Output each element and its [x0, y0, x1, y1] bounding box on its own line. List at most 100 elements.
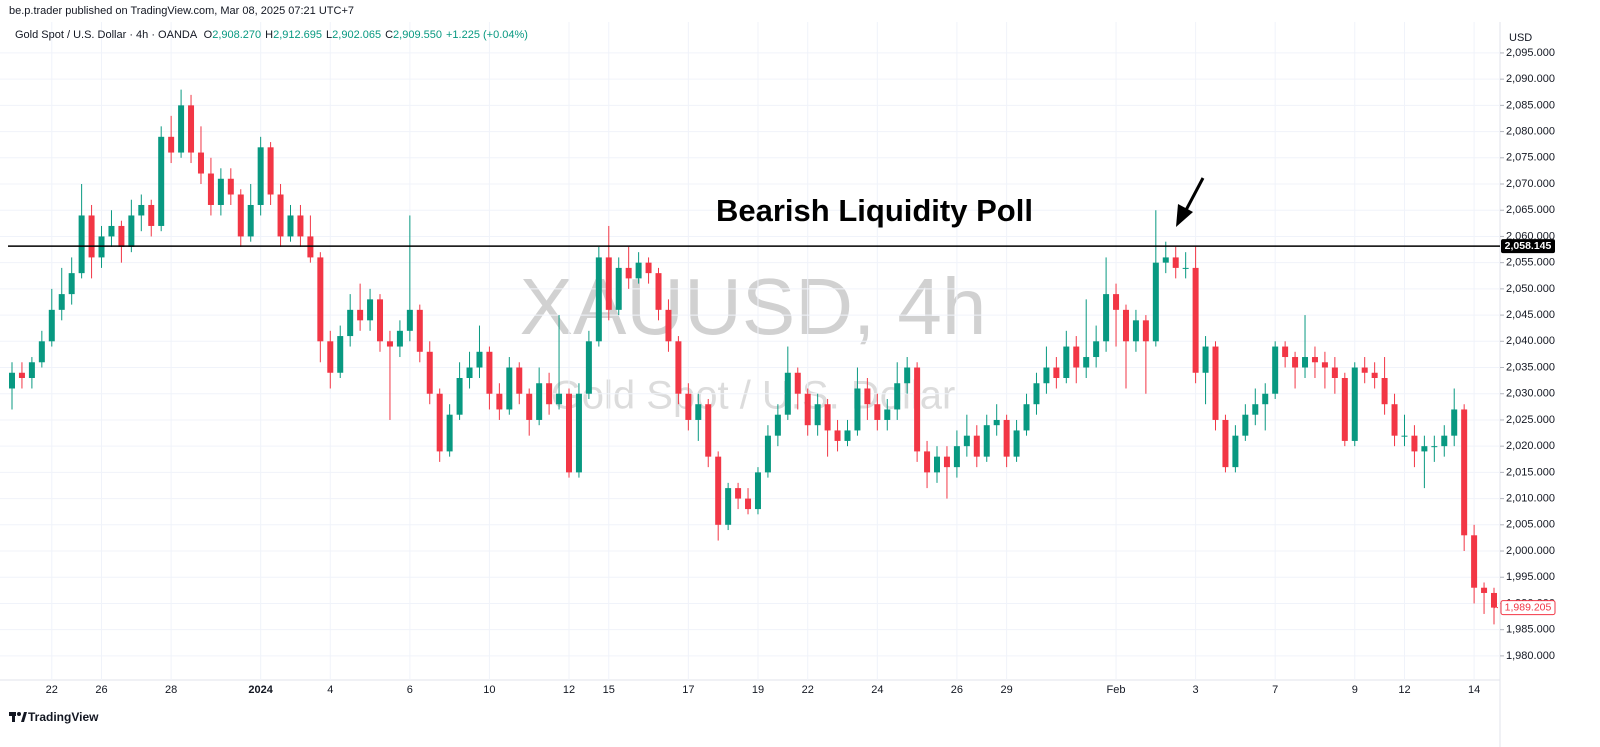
candle-body — [307, 236, 314, 258]
footer: TradingView — [28, 710, 99, 724]
candle-body — [237, 194, 244, 237]
candle-body — [1202, 346, 1209, 373]
candle-body — [585, 341, 592, 394]
y-tick-label: 2,020.000 — [1506, 440, 1555, 452]
candle-body — [983, 425, 990, 457]
candle-body — [774, 414, 781, 436]
candle-body — [1063, 346, 1070, 379]
candle-body — [1481, 587, 1488, 593]
candle-body — [1162, 257, 1169, 263]
candle-body — [794, 372, 801, 394]
candle-body — [426, 351, 433, 394]
candle-body — [1371, 372, 1378, 379]
y-tick-label: 1,995.000 — [1506, 571, 1555, 583]
candle-body — [1411, 435, 1418, 452]
candle-body — [864, 388, 871, 405]
candle-body — [1421, 446, 1428, 452]
candle-body — [526, 393, 533, 420]
legend-field-value: 2,909.550 — [393, 29, 442, 41]
candle-body — [575, 393, 582, 473]
candle-body — [1232, 435, 1239, 468]
logo-part — [12, 712, 15, 722]
candle-body — [456, 378, 463, 415]
x-tick-label: 3 — [1193, 684, 1199, 696]
candle-body — [1471, 535, 1478, 588]
candle-body — [436, 393, 443, 452]
candle-body — [1043, 367, 1050, 384]
candle-body — [38, 341, 45, 363]
candle-body — [197, 152, 204, 174]
candle-body — [247, 204, 254, 237]
candle-body — [914, 367, 921, 452]
candle-body — [1242, 414, 1249, 436]
candle-body — [546, 383, 553, 405]
arrow — [1176, 177, 1205, 227]
candle-body — [1491, 592, 1497, 608]
candle-body — [874, 404, 881, 420]
candle-body — [1073, 346, 1080, 368]
candle-body — [1262, 393, 1269, 405]
candle-body — [48, 309, 55, 342]
candle-body — [675, 341, 682, 394]
candle-body — [715, 456, 722, 525]
candle-body — [1132, 320, 1139, 342]
candle-body — [1093, 341, 1100, 358]
x-tick-label: 7 — [1272, 684, 1278, 696]
candle-body — [615, 267, 622, 310]
candle-body — [804, 393, 811, 426]
x-tick-label: 15 — [603, 684, 615, 696]
x-tick-label: 10 — [483, 684, 495, 696]
candle-body — [884, 409, 891, 420]
candle-body — [386, 341, 393, 347]
y-tick-label: 2,010.000 — [1506, 492, 1555, 504]
candle-body — [217, 178, 224, 205]
candle-body — [158, 136, 165, 226]
candle-body — [396, 330, 403, 347]
x-tick-label: 4 — [327, 684, 333, 696]
level-label: 2,058.145 — [1505, 240, 1552, 252]
y-tick-label: 1,985.000 — [1506, 624, 1555, 636]
candle-body — [764, 435, 771, 473]
arrow-shaft — [1183, 177, 1205, 213]
candle-body — [1341, 378, 1348, 441]
candle-body — [1222, 419, 1229, 468]
y-tick-label: 2,040.000 — [1506, 335, 1555, 347]
y-tick-label: 2,045.000 — [1506, 309, 1555, 321]
legend: Gold Spot / U.S. Dollar · 4h · OANDA O2,… — [15, 29, 528, 41]
candle-body — [655, 273, 662, 310]
candle-body — [1451, 409, 1458, 436]
candle-body — [227, 178, 234, 195]
candle-body — [745, 498, 752, 510]
candle-body — [625, 267, 632, 279]
currency: USD — [1509, 32, 1532, 44]
candle-body — [1331, 367, 1338, 379]
x-tick-label: 2024 — [248, 684, 273, 696]
candle-body — [963, 435, 970, 447]
candle-body — [486, 351, 493, 394]
y-tick-label: 2,055.000 — [1506, 257, 1555, 269]
candle-body — [58, 294, 65, 310]
candle-body — [496, 393, 503, 410]
y-tick-label: 2,005.000 — [1506, 519, 1555, 531]
candle-body — [9, 372, 15, 389]
candle-body — [1272, 346, 1279, 394]
candle-body — [1013, 430, 1020, 457]
candle-body — [148, 204, 155, 226]
candle-body — [1122, 309, 1129, 342]
candle-body — [834, 430, 841, 441]
x-tick-label: 28 — [165, 684, 177, 696]
y-tick-label: 1,980.000 — [1506, 650, 1555, 662]
candle-body — [357, 309, 364, 321]
candle-body — [1033, 383, 1040, 405]
candle-body — [178, 105, 185, 153]
candle-body — [168, 136, 175, 153]
candle-body — [953, 446, 960, 468]
candle-body — [1182, 267, 1189, 269]
candle-body — [68, 273, 75, 295]
candle-body — [635, 262, 642, 279]
candle-body — [943, 456, 950, 468]
logo-part — [21, 712, 27, 722]
legend-field-label: C — [385, 29, 394, 41]
candle-body — [1172, 257, 1179, 268]
candle-body — [406, 309, 413, 331]
